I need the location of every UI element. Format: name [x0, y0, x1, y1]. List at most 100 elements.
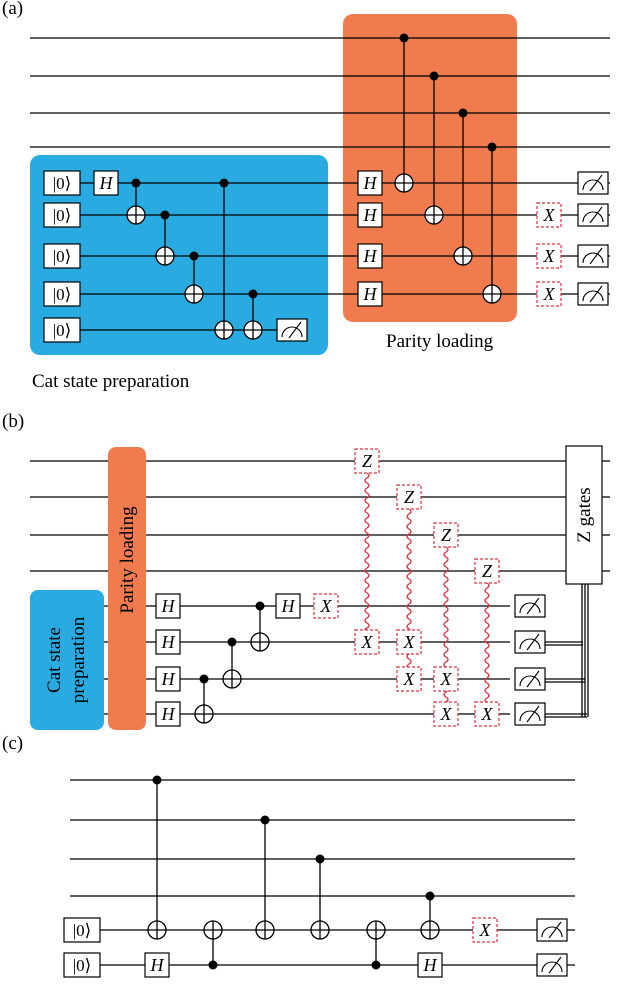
measurement-arc — [582, 290, 604, 302]
ket-zero-box — [43, 281, 81, 307]
hadamard-gate-box — [417, 952, 443, 978]
hadamard-gate-box — [155, 666, 181, 692]
cat-block-label-line2: preparation — [68, 616, 89, 703]
panel-a-label: (a) — [2, 0, 23, 19]
measurement-arc — [519, 710, 541, 722]
hadamard-gate-label: H — [363, 205, 378, 225]
ket-zero-label: |0⟩ — [53, 247, 72, 266]
hadamard-gate-box — [155, 593, 181, 619]
hadamard-gate-box — [275, 593, 301, 619]
control-dot — [227, 637, 237, 647]
hadamard-gate-label: H — [363, 173, 378, 193]
measurement-box — [276, 318, 308, 342]
x-error-gate-box — [433, 701, 459, 727]
control-dot — [315, 854, 325, 864]
x-error-gate-box — [536, 202, 562, 228]
ket-zero-box — [63, 917, 101, 943]
hadamard-gate-label: H — [281, 596, 296, 616]
x-error-gate-box — [536, 281, 562, 307]
z-error-gate-box — [396, 484, 422, 510]
measurement-box — [536, 918, 568, 942]
ket-zero-label: |0⟩ — [53, 174, 72, 193]
measurement-needle — [288, 321, 302, 339]
x-error-gate-label: X — [403, 632, 416, 652]
hadamard-gate-label: H — [161, 669, 176, 689]
control-dot — [248, 289, 258, 299]
x-error-gate-box — [396, 629, 422, 655]
measurement-needle — [589, 247, 603, 265]
hadamard-gate-box — [357, 281, 383, 307]
error-propagation-wavy-line — [484, 582, 490, 703]
control-dot — [255, 601, 265, 611]
panel-b-label: (b) — [2, 411, 24, 432]
x-error-gate-box — [433, 666, 459, 692]
control-dot — [131, 178, 141, 188]
x-error-gate-box — [536, 243, 562, 269]
z-error-gate-box — [433, 522, 459, 548]
control-dot — [399, 33, 409, 43]
measurement-needle — [548, 956, 562, 974]
measurement-arc — [582, 211, 604, 223]
measurement-needle — [589, 285, 603, 303]
z-error-gate-label: Z — [362, 451, 373, 471]
control-dot — [425, 891, 435, 901]
cat-block-label-line1: Cat state — [44, 627, 65, 693]
control-dot — [487, 142, 497, 152]
ket-zero-label: |0⟩ — [53, 321, 72, 340]
parity-loading-block — [108, 447, 146, 730]
measurement-box — [514, 667, 546, 691]
x-error-gate-label: X — [543, 205, 556, 225]
x-error-gate-label: X — [361, 632, 374, 652]
hadamard-gate-label: H — [161, 704, 176, 724]
measurement-box — [514, 630, 546, 654]
x-error-gate-label: X — [543, 246, 556, 266]
measurement-arc — [519, 675, 541, 687]
hadamard-gate-box — [144, 952, 170, 978]
parity-loading-label: Parity loading — [386, 331, 494, 352]
measurement-arc — [281, 326, 303, 338]
panel-c-label: (c) — [2, 733, 23, 754]
z-error-gate-label: Z — [404, 487, 415, 507]
measurement-needle — [526, 633, 540, 651]
measurement-arc — [582, 252, 604, 264]
hadamard-gate-box — [155, 629, 181, 655]
measurement-needle — [526, 597, 540, 615]
ket-zero-label: |0⟩ — [73, 956, 92, 975]
ket-zero-label: |0⟩ — [53, 285, 72, 304]
control-dot — [189, 251, 199, 261]
hadamard-gate-label: H — [150, 955, 165, 975]
ket-zero-box — [43, 317, 81, 343]
z-gates-box — [565, 445, 603, 585]
x-error-gate-label: X — [440, 669, 453, 689]
hadamard-gate-label: H — [363, 246, 378, 266]
measurement-box — [536, 953, 568, 977]
x-error-gate-label: X — [320, 596, 333, 616]
hadamard-gate-label: H — [161, 632, 176, 652]
ket-zero-label: |0⟩ — [53, 206, 72, 225]
z-gates-label: Z gates — [574, 487, 595, 542]
hadamard-gate-box — [357, 202, 383, 228]
control-dot — [152, 775, 162, 785]
ket-zero-box — [63, 952, 101, 978]
x-error-gate-label: X — [440, 704, 453, 724]
x-error-gate-box — [396, 666, 422, 692]
measurement-arc — [582, 179, 604, 191]
measurement-arc — [519, 602, 541, 614]
x-error-gate-label: X — [403, 669, 416, 689]
x-error-gate-box — [474, 701, 500, 727]
hadamard-gate-box — [93, 170, 119, 196]
z-error-gate-label: Z — [441, 525, 452, 545]
ket-zero-label: |0⟩ — [73, 921, 92, 940]
measurement-box — [577, 171, 609, 195]
measurement-arc — [541, 961, 563, 973]
measurement-needle — [548, 921, 562, 939]
x-error-gate-box — [313, 593, 339, 619]
measurement-box — [577, 244, 609, 268]
control-dot — [199, 674, 209, 684]
ket-zero-box — [43, 170, 81, 196]
parity-block-label: Parity loading — [117, 506, 138, 614]
z-error-gate-box — [474, 558, 500, 584]
x-error-gate-box — [472, 917, 498, 943]
